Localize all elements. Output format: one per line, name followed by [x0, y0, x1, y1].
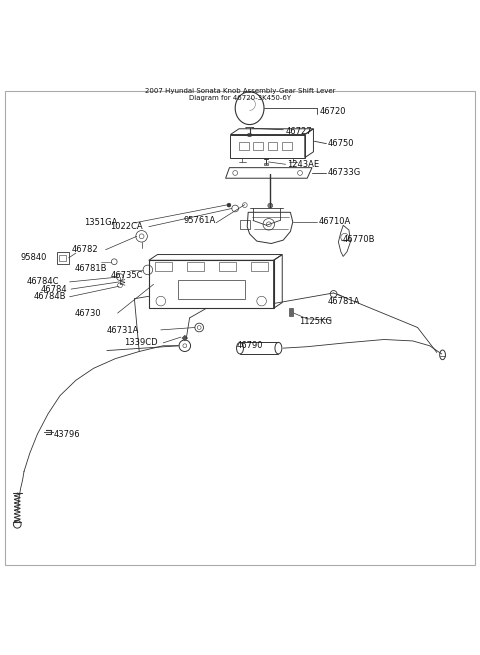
- Text: 46784: 46784: [41, 285, 67, 293]
- Text: 46781B: 46781B: [74, 265, 107, 273]
- Text: 46784B: 46784B: [34, 292, 66, 301]
- Bar: [253, 142, 263, 150]
- Text: 1339CD: 1339CD: [124, 339, 157, 347]
- Bar: [268, 142, 277, 150]
- Text: 1022CA: 1022CA: [110, 222, 143, 231]
- Text: 46720: 46720: [319, 107, 346, 115]
- Text: 1125KG: 1125KG: [299, 317, 332, 326]
- Text: 46730: 46730: [74, 309, 101, 318]
- Bar: [289, 309, 293, 316]
- Circle shape: [268, 203, 273, 208]
- Bar: [239, 142, 249, 150]
- Text: 46790: 46790: [236, 341, 263, 350]
- Bar: [59, 255, 66, 261]
- Bar: [282, 142, 292, 150]
- Bar: [187, 262, 204, 271]
- Bar: [218, 262, 236, 271]
- Text: 46727: 46727: [286, 126, 312, 136]
- Text: 43796: 43796: [54, 430, 80, 439]
- Circle shape: [227, 203, 231, 207]
- Text: 46735C: 46735C: [110, 271, 143, 280]
- Text: 46731A: 46731A: [107, 326, 139, 335]
- Text: 46750: 46750: [328, 139, 354, 148]
- Text: 1351GA: 1351GA: [84, 218, 118, 227]
- Text: 95761A: 95761A: [184, 216, 216, 225]
- Text: 46782: 46782: [72, 245, 98, 254]
- Text: 46710A: 46710A: [318, 217, 350, 227]
- Text: 46733G: 46733G: [328, 168, 361, 178]
- Text: 46781A: 46781A: [328, 297, 360, 306]
- Text: 46770B: 46770B: [342, 235, 375, 244]
- Bar: [155, 262, 172, 271]
- Bar: [178, 280, 245, 299]
- Text: 95840: 95840: [20, 253, 47, 263]
- Text: 1243AE: 1243AE: [287, 160, 319, 169]
- Polygon shape: [182, 335, 188, 341]
- Text: 2007 Hyundai Sonata Knob Assembly-Gear Shift Lever
Diagram for 46720-3K450-6Y: 2007 Hyundai Sonata Knob Assembly-Gear S…: [145, 88, 335, 102]
- Bar: [251, 262, 268, 271]
- Bar: [57, 252, 69, 264]
- Text: 46784C: 46784C: [26, 278, 59, 286]
- Bar: [240, 219, 250, 229]
- Bar: [264, 163, 268, 165]
